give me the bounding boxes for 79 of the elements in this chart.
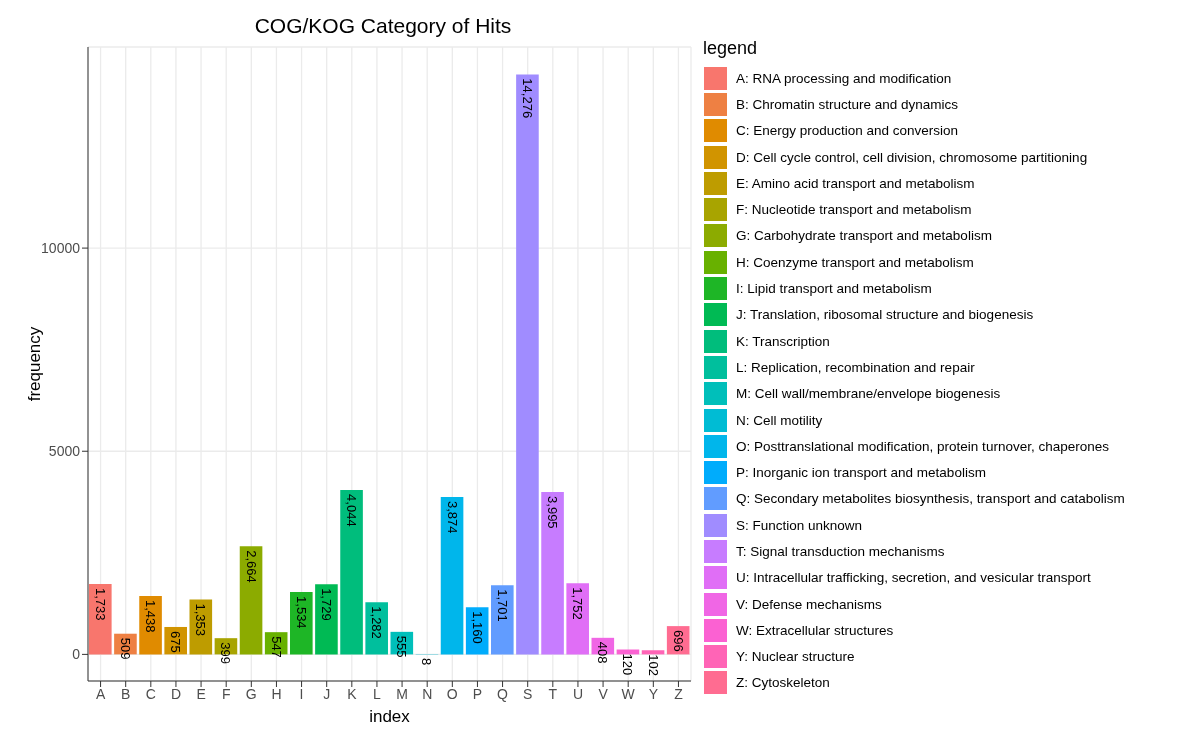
data-label: 675 (168, 630, 184, 653)
legend-label: M: Cell wall/membrane/envelope biogenesis (736, 386, 1001, 402)
legend-label: F: Nucleotide transport and metabolism (736, 202, 972, 218)
data-label: 1,353 (193, 603, 209, 636)
y-tick-label: 10000 (41, 240, 81, 257)
x-tick-label: Y (648, 685, 659, 702)
data-label: 2,664 (243, 550, 259, 583)
data-label: 1,701 (494, 589, 510, 622)
x-tick-label: L (373, 685, 382, 702)
legend-title: legend (703, 38, 759, 59)
data-label: 1,752 (570, 587, 586, 620)
data-label: 696 (670, 630, 686, 652)
data-label: 408 (595, 641, 611, 664)
x-tick-label: F (221, 685, 231, 702)
x-tick-label: D (170, 685, 181, 702)
data-label: 8 (419, 658, 435, 666)
y-axis-title: frequency (25, 326, 45, 402)
data-label: 3,874 (444, 501, 460, 534)
x-tick-label: B (121, 685, 131, 702)
x-tick-label: K (347, 685, 358, 702)
legend-label: E: Amino acid transport and metabolism (736, 175, 975, 191)
data-label: 1,282 (369, 606, 385, 639)
x-tick-label: P (472, 685, 483, 702)
legend-label: Q: Secondary metabolites biosynthesis, transport and catabolism (736, 491, 1125, 507)
legend-label: H: Coenzyme transport and metabolism (736, 254, 974, 270)
data-label: 102 (645, 654, 661, 676)
legend-label: U: Intracellular trafficking, secretion, and vesicular transport (736, 570, 1091, 586)
x-tick-label: Z (674, 685, 684, 702)
y-tick-label: 5000 (48, 443, 81, 460)
x-tick-label: M (396, 685, 408, 702)
x-tick-label: E (196, 685, 206, 702)
data-label: 555 (394, 635, 410, 658)
x-tick-label: U (572, 685, 583, 702)
legend-label: I: Lipid transport and metabolism (736, 281, 932, 297)
data-label: 547 (268, 636, 284, 658)
data-label: 1,729 (318, 588, 334, 621)
x-tick-label: V (598, 685, 609, 702)
legend-label: T: Signal transduction mechanisms (736, 543, 945, 559)
x-tick-label: W (621, 685, 636, 702)
legend-label: L: Replication, recombination and repair (736, 359, 975, 375)
x-tick-label: N (422, 685, 433, 702)
x-axis-title: index (369, 707, 411, 726)
legend-label: Y: Nuclear structure (736, 649, 855, 665)
data-label: 509 (117, 637, 133, 660)
legend-label: O: Posttranslational modification, protein turnover, chaperones (736, 438, 1109, 454)
x-tick-label: H (271, 685, 282, 702)
legend-label: S: Function unknown (736, 517, 863, 533)
legend-label: V: Defense mechanisms (736, 596, 882, 612)
x-tick-label: T (548, 685, 558, 702)
x-tick-label: I (299, 685, 304, 702)
x-tick-label: J (323, 685, 331, 702)
legend-label: W: Extracellular structures (736, 622, 894, 638)
legend-label: K: Transcription (736, 333, 830, 349)
x-tick-label: G (245, 685, 257, 702)
data-label: 1,438 (143, 599, 159, 633)
legend-label: D: Cell cycle control, cell division, chromosome partitioning (736, 149, 1088, 165)
y-tick-label: 0 (72, 646, 81, 663)
x-tick-label: S (523, 685, 533, 702)
x-tick-label: C (145, 685, 156, 702)
x-tick-label: O (446, 685, 458, 702)
data-label: 14,276 (519, 78, 535, 119)
x-tick-label: Q (497, 685, 509, 702)
legend-label: C: Energy production and conversion (736, 123, 959, 139)
legend-label: P: Inorganic ion transport and metabolism (736, 465, 986, 481)
data-label: 120 (620, 653, 636, 676)
legend-label: B: Chromatin structure and dynamics (736, 96, 959, 112)
chart-title: COG/KOG Category of Hits (253, 14, 513, 38)
data-label: 1,160 (469, 611, 485, 644)
legend-label: J: Translation, ribosomal structure and biogenesis (736, 307, 1034, 323)
data-label: 3,995 (545, 496, 561, 529)
data-label: 1,733 (92, 587, 108, 621)
data-label: 1,534 (293, 596, 309, 629)
data-label: 4,044 (344, 494, 360, 527)
legend-label: A: RNA processing and modification (736, 70, 952, 86)
legend-label: G: Carbohydrate transport and metabolism (736, 228, 992, 244)
x-tick-label: A (95, 685, 106, 702)
legend-label: N: Cell motility (736, 412, 823, 428)
legend-label: Z: Cytoskeleton (736, 675, 830, 691)
data-label: 399 (218, 642, 234, 664)
